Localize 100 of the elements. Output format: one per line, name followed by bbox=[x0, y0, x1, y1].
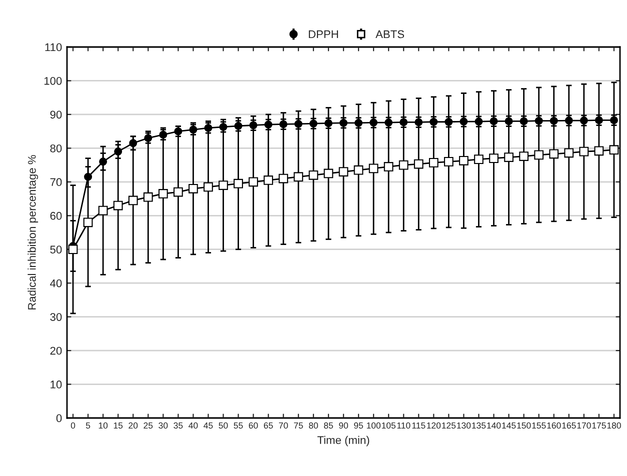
point bbox=[384, 118, 393, 127]
point bbox=[84, 172, 92, 181]
x-tick-label: 55 bbox=[234, 422, 243, 429]
x-tick-label: 120 bbox=[427, 422, 441, 429]
x-tick-label: 160 bbox=[547, 422, 561, 429]
x-tick-label: 20 bbox=[128, 422, 138, 429]
point bbox=[98, 206, 108, 216]
legend-label: ABTS bbox=[376, 30, 404, 38]
y-tick-label: 10 bbox=[50, 380, 62, 388]
x-tick-label: 165 bbox=[562, 422, 576, 429]
x-tick-label: 50 bbox=[218, 422, 228, 429]
x-tick-label: 65 bbox=[264, 422, 273, 429]
y-tick-label: 90 bbox=[50, 110, 62, 119]
x-tick-label: 105 bbox=[382, 422, 396, 429]
point bbox=[610, 116, 618, 124]
y-tick-label: 20 bbox=[50, 346, 62, 355]
point bbox=[248, 177, 258, 187]
y-tick-label: 80 bbox=[50, 144, 62, 152]
x-tick-label: 60 bbox=[248, 422, 258, 429]
point bbox=[490, 117, 498, 126]
y-tick-label: 100 bbox=[44, 76, 62, 85]
x-tick-label: 155 bbox=[532, 422, 546, 429]
point bbox=[370, 118, 378, 127]
point bbox=[264, 120, 272, 129]
x-tick-label: 110 bbox=[397, 422, 410, 429]
x-tick-label: 135 bbox=[472, 422, 486, 429]
point bbox=[444, 156, 454, 166]
point bbox=[444, 118, 453, 126]
point bbox=[459, 156, 468, 166]
x-tick-label: 10 bbox=[98, 422, 108, 429]
y-tick-label: 60 bbox=[50, 212, 62, 220]
point bbox=[564, 148, 574, 158]
x-tick-label: 100 bbox=[366, 422, 381, 429]
point bbox=[534, 150, 544, 160]
y-tick-label: 70 bbox=[50, 178, 62, 186]
point bbox=[354, 165, 364, 175]
x-tick-label: 170 bbox=[577, 422, 591, 429]
x-tick-label: 30 bbox=[158, 422, 168, 429]
point bbox=[324, 168, 334, 178]
x-tick-label: 15 bbox=[114, 422, 123, 429]
x-tick-label: 45 bbox=[204, 422, 213, 429]
legend-label: DPPH bbox=[308, 30, 338, 38]
x-tick-label: 125 bbox=[442, 422, 456, 429]
x-tick-label: 150 bbox=[517, 422, 531, 429]
point bbox=[398, 160, 408, 170]
point bbox=[414, 159, 424, 169]
y-tick-label: 40 bbox=[50, 279, 62, 288]
point bbox=[308, 170, 318, 180]
point bbox=[474, 118, 483, 126]
point bbox=[204, 182, 213, 192]
point bbox=[340, 118, 348, 127]
x-axis-title: Time (min) bbox=[317, 436, 370, 446]
x-tick-label: 25 bbox=[144, 422, 153, 429]
point bbox=[504, 152, 514, 162]
point bbox=[158, 189, 168, 198]
point bbox=[99, 158, 108, 166]
point bbox=[580, 116, 588, 125]
point bbox=[128, 196, 138, 206]
point bbox=[520, 117, 528, 126]
point bbox=[430, 118, 438, 126]
point bbox=[188, 184, 198, 194]
point bbox=[549, 149, 559, 159]
point bbox=[309, 120, 318, 128]
point bbox=[264, 176, 274, 185]
point bbox=[428, 158, 438, 168]
y-tick-label: 30 bbox=[50, 313, 62, 321]
point bbox=[594, 116, 603, 124]
x-tick-label: 145 bbox=[502, 422, 516, 429]
point bbox=[249, 121, 258, 130]
point bbox=[338, 167, 348, 176]
x-tick-label: 70 bbox=[278, 422, 288, 429]
y-tick-label: 50 bbox=[50, 246, 62, 254]
x-tick-label: 5 bbox=[86, 422, 90, 429]
point bbox=[174, 187, 183, 197]
x-tick-label: 85 bbox=[324, 422, 333, 429]
point bbox=[113, 200, 123, 210]
point bbox=[474, 154, 484, 164]
point bbox=[294, 172, 304, 182]
point bbox=[143, 192, 153, 202]
point bbox=[489, 154, 498, 163]
point bbox=[278, 174, 288, 184]
point bbox=[218, 180, 228, 190]
x-tick-label: 95 bbox=[354, 422, 364, 429]
point bbox=[594, 146, 604, 156]
point bbox=[354, 118, 363, 127]
point bbox=[83, 218, 93, 228]
point bbox=[519, 152, 529, 161]
x-tick-label: 75 bbox=[294, 422, 303, 429]
point bbox=[324, 119, 332, 128]
x-tick-label: 175 bbox=[592, 422, 606, 429]
point bbox=[368, 164, 378, 174]
y-tick-label: 110 bbox=[45, 43, 62, 52]
point bbox=[234, 178, 243, 188]
point bbox=[279, 120, 288, 128]
y-tick-label: 0 bbox=[56, 414, 62, 422]
point bbox=[129, 139, 138, 148]
point bbox=[460, 118, 468, 126]
point bbox=[504, 117, 513, 126]
y-axis-title: Radical inhibition percentage % bbox=[28, 155, 38, 310]
point bbox=[114, 148, 122, 156]
